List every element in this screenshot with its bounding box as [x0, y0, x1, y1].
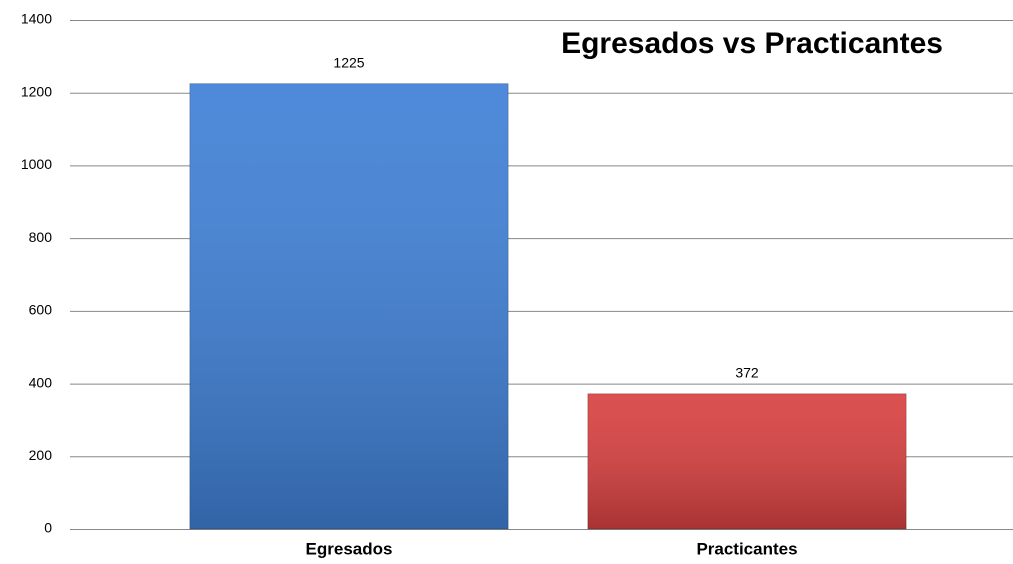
y-tick-label: 600 [29, 302, 53, 318]
y-tick-label: 200 [29, 447, 53, 463]
x-tick-label: Practicantes [696, 539, 797, 558]
bar [189, 83, 509, 529]
bar [587, 393, 907, 529]
y-tick-label: 800 [29, 229, 53, 245]
value-label: 372 [735, 364, 759, 380]
y-tick-label: 1200 [21, 83, 52, 99]
value-label: 1225 [333, 54, 364, 70]
y-tick-label: 1000 [21, 156, 52, 172]
y-tick-label: 400 [29, 374, 53, 390]
x-tick-label: Egresados [306, 539, 393, 558]
y-tick-label: 1400 [21, 11, 52, 27]
chart-title: Egresados vs Practicantes [561, 27, 943, 60]
y-tick-label: 0 [44, 520, 52, 536]
